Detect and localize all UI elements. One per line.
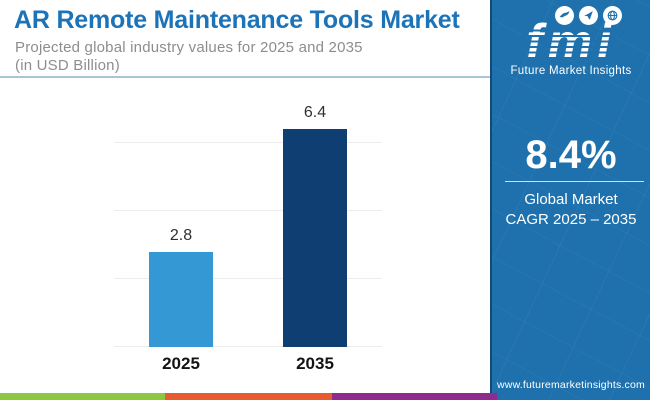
cagr-block: 8.4% Global Market CAGR 2025 – 2035 — [492, 134, 650, 230]
cagr-divider — [505, 181, 644, 182]
website-url: www.futuremarketinsights.com — [497, 379, 645, 391]
bar-group-2035: 6.4 — [248, 104, 382, 347]
footer-color-strip — [0, 393, 497, 400]
bar-value-label-2035: 6.4 — [303, 104, 327, 122]
gridline-4 — [114, 210, 382, 211]
x-axis-label-2035: 2035 — [296, 354, 334, 373]
bar-2035 — [283, 129, 347, 347]
page-title: AR Remote Maintenance Tools Market — [14, 6, 460, 34]
footer-strip-green — [0, 393, 165, 400]
bar-2025 — [149, 251, 213, 347]
gridline-0 — [114, 346, 382, 347]
footer-strip-orange — [165, 393, 332, 400]
chart-subtitle-line2: (in USD Billion) — [15, 57, 120, 74]
fmi-logo: fmi Future Market Insights — [492, 6, 650, 77]
gridline-2 — [114, 278, 382, 279]
rocket-icon — [578, 6, 598, 25]
gridline-6 — [114, 142, 382, 143]
brand-sidebar: fmi Future Market Insights 8.4% Global M… — [490, 0, 650, 400]
bar-chart-plot-area: 2.8 6.4 — [114, 100, 382, 347]
x-axis-label-2025: 2025 — [162, 354, 200, 373]
dove-icon — [554, 6, 574, 25]
fmi-logo-icons — [526, 6, 650, 25]
globe-icon — [602, 6, 622, 25]
cagr-value: 8.4% — [525, 133, 617, 177]
footer-strip-purple — [332, 393, 497, 400]
fmi-logo-text: fmi — [522, 14, 620, 70]
header-divider — [0, 76, 490, 78]
bar-value-label-2025: 2.8 — [169, 226, 193, 244]
chart-subtitle-line1: Projected global industry values for 202… — [15, 39, 363, 56]
x-axis-labels: 2025 2035 — [114, 354, 382, 376]
fmi-logo-tagline: Future Market Insights — [510, 65, 632, 77]
cagr-label-line2: CAGR 2025 – 2035 — [505, 211, 637, 228]
bar-group-2025: 2.8 — [114, 227, 248, 347]
cagr-label-line1: Global Market — [524, 191, 618, 208]
